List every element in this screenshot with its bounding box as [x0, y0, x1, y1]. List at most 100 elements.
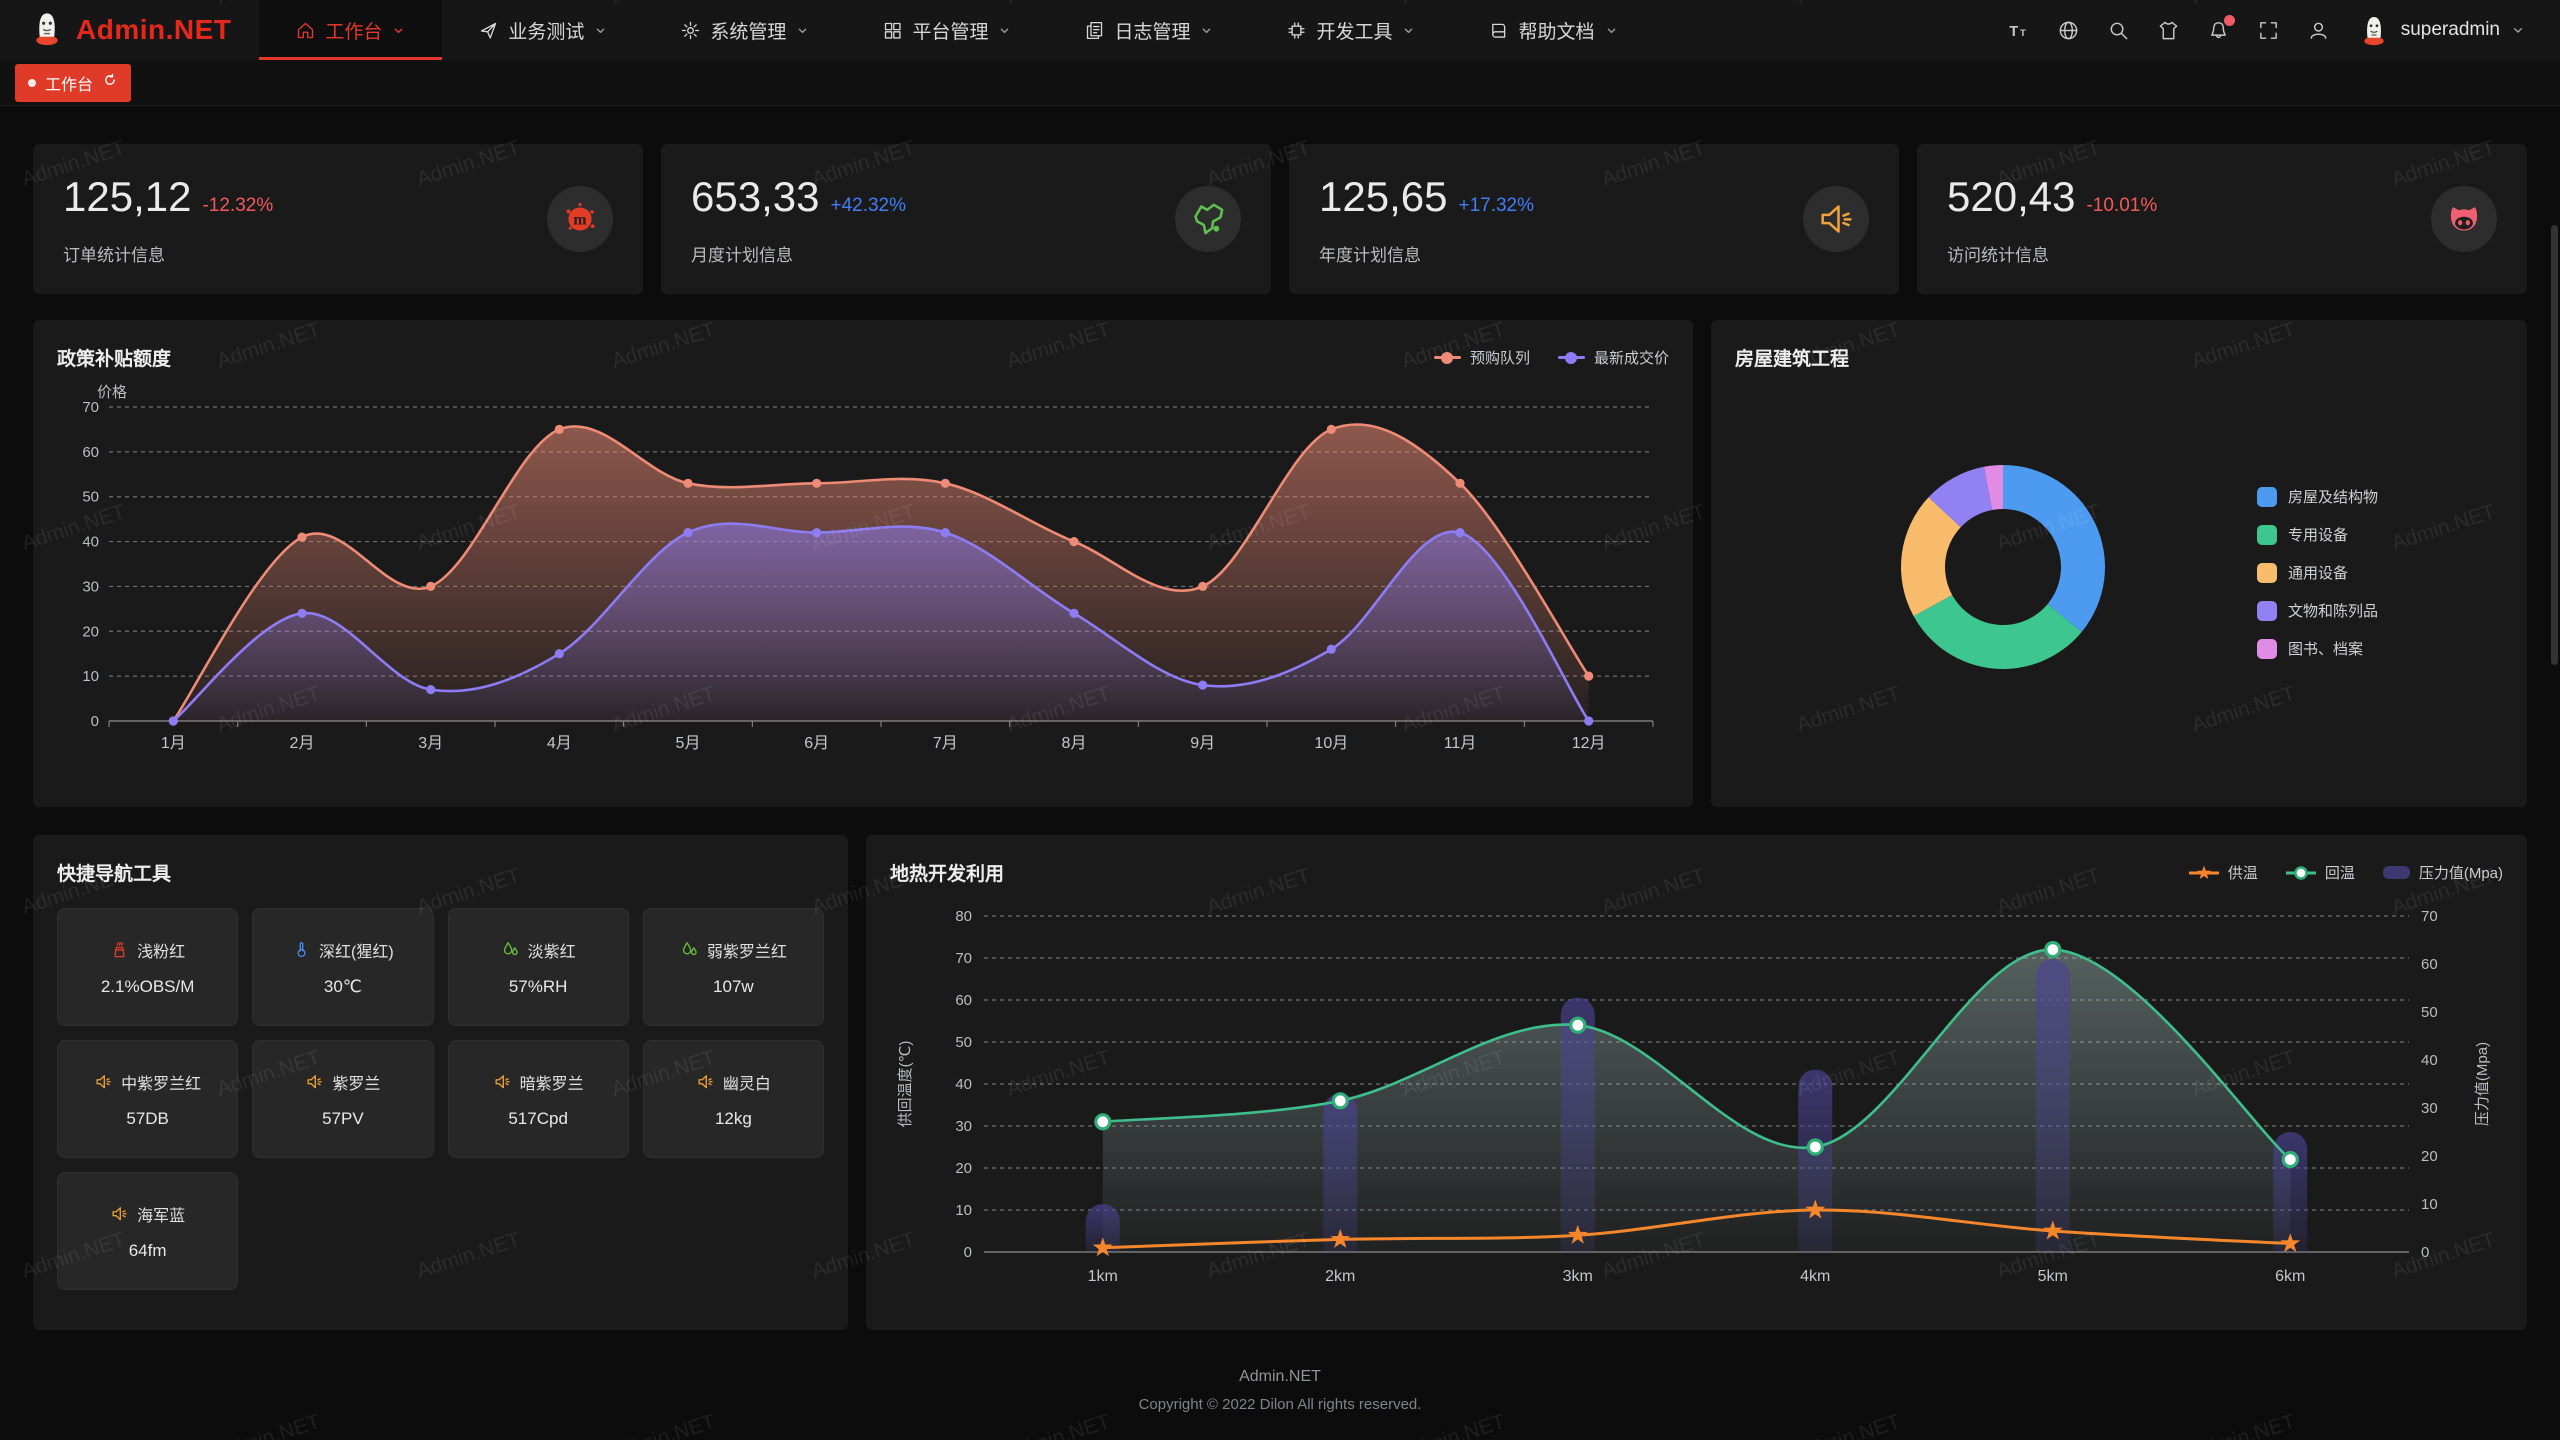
china-map-icon: [1194, 203, 1224, 235]
svg-text:价格: 价格: [97, 384, 127, 401]
doc-icon: [1492, 23, 1506, 38]
mascot-avatar: [36, 12, 58, 45]
donut-slice-0: [2003, 465, 2105, 633]
legend-line-dot-marker: [1557, 351, 1585, 364]
quick-nav-weak-violet-red-button[interactable]: 弱紫罗兰红 107w: [642, 908, 824, 1026]
menu-item-system-manage[interactable]: 系统管理: [644, 0, 846, 60]
svg-text:70: 70: [82, 399, 99, 416]
quick-nav-name: 紫罗兰: [332, 1075, 381, 1093]
svg-text:60: 60: [2421, 956, 2438, 973]
svg-text:40: 40: [955, 1076, 972, 1093]
legend-item-pressure[interactable]: 压力值(Mpa): [2382, 862, 2503, 883]
menu-item-label: 帮助文档: [1518, 21, 1595, 43]
svg-text:T: T: [2020, 27, 2026, 38]
chevron-down-icon: [799, 28, 807, 33]
pressure-bar-2: [1560, 997, 1595, 1252]
svg-text:0: 0: [964, 1244, 972, 1261]
svg-text:30: 30: [955, 1118, 972, 1135]
tab-workbench[interactable]: 工作台: [15, 63, 132, 102]
svg-text:3km: 3km: [1563, 1268, 1593, 1285]
pressure-bar-0: [1085, 1204, 1120, 1252]
quick-nav-medium-violet-red-button[interactable]: 中紫罗兰红 57DB: [57, 1040, 239, 1158]
quick-nav-name: 淡紫红: [527, 943, 576, 961]
legend-bar-marker: [2382, 866, 2410, 879]
watermark-text: Admin.NET: [2188, 1409, 2299, 1440]
svg-text:0: 0: [91, 713, 99, 730]
svg-text:12月: 12月: [1572, 735, 1606, 752]
legend-item-series-0[interactable]: 预购队列: [1433, 347, 1530, 368]
donut-legend-item-1[interactable]: 专用设备: [2257, 524, 2378, 545]
tab-label: 工作台: [45, 76, 94, 94]
legend-line-dot-marker: [1433, 351, 1461, 364]
quick-nav-light-pink-button[interactable]: 浅粉红 2.1%OBS/M: [57, 908, 239, 1026]
quick-nav-value: 64fm: [128, 1240, 167, 1260]
menu-item-log-manage[interactable]: 日志管理: [1048, 0, 1250, 60]
user-menu[interactable]: superadmin: [2357, 13, 2526, 47]
quick-nav-navy-blue-button[interactable]: 海军蓝 64fm: [57, 1172, 239, 1290]
navbar-user-button[interactable]: [2307, 19, 2330, 42]
stat-icon-circle: [1803, 186, 1869, 252]
menu-item-platform-manage[interactable]: 平台管理: [846, 0, 1048, 60]
menu-item-dev-tools[interactable]: 开发工具: [1250, 0, 1452, 60]
legend-item-return-temp[interactable]: 回温: [2285, 862, 2355, 883]
quick-nav-value: 107w: [713, 976, 754, 996]
stat-icon-circle: m: [547, 186, 613, 252]
speaker-icon: [1821, 205, 1852, 233]
stat-card-3[interactable]: 520,43 -10.01% 访问统计信息: [1917, 144, 2527, 294]
navbar-language-button[interactable]: [2057, 19, 2080, 42]
quick-nav-ghost-white-button[interactable]: 幽灵白 12kg: [642, 1040, 824, 1158]
chevron-down-icon: [1607, 28, 1615, 33]
quick-nav-dark-violet-button[interactable]: 暗紫罗兰 517Cpd: [447, 1040, 629, 1158]
donut-legend-item-0[interactable]: 房屋及结构物: [2257, 486, 2378, 507]
scrollbar-thumb[interactable]: [2551, 225, 2558, 665]
quick-nav-value: 30℃: [323, 976, 362, 996]
menu-item-label: 日志管理: [1114, 21, 1191, 43]
menu-item-business-test[interactable]: 业务测试: [442, 0, 644, 60]
svg-text:6km: 6km: [2275, 1268, 2305, 1285]
line-series-0: [172, 423, 1590, 722]
main-content: 125,12 -12.32% 订单统计信息 m 653,33 +42.32% 月度计划信息 1…: [0, 144, 2560, 1413]
donut-legend-item-2[interactable]: 通用设备: [2257, 562, 2378, 583]
watermark-text: Admin.NET: [1793, 1409, 1904, 1440]
stat-card-2[interactable]: 125,65 +17.32% 年度计划信息: [1289, 144, 1899, 294]
geothermal-legend: 供温 回温 压力值(Mpa): [2188, 862, 2503, 883]
navbar-bell-button[interactable]: [2207, 14, 2235, 42]
scrollbar: [2550, 0, 2560, 1440]
quick-nav-crimson-button[interactable]: 深红(猩红) 30℃: [252, 908, 434, 1026]
watermark-text: Admin.NET: [1398, 1409, 1509, 1440]
building-project-title: 房屋建筑工程: [1735, 349, 1850, 370]
svg-text:9月: 9月: [1190, 735, 1215, 752]
geothermal-chart: 10 20 30 40 50 60 70 80 0 0 10 20 30 40 50 60 70 供回温度(℃) 压…: [890, 886, 2503, 1303]
app-logo[interactable]: Admin.NET: [0, 0, 259, 60]
supply-temp-line: [1102, 1208, 2291, 1250]
quick-nav-pale-violet-button[interactable]: 淡紫红 57%RH: [447, 908, 629, 1026]
chevron-down-icon: [1001, 28, 1009, 33]
splash-icon: m: [566, 203, 595, 231]
menu-item-workbench[interactable]: 工作台: [259, 0, 443, 60]
svg-text:60: 60: [82, 444, 99, 461]
navbar-fullscreen-button[interactable]: [2257, 19, 2280, 42]
menu-item-help-docs[interactable]: 帮助文档: [1452, 0, 1654, 60]
donut-slice-2: [1901, 497, 1961, 617]
fullscreen-icon: [2259, 21, 2277, 39]
quick-nav-violet-button[interactable]: 紫罗兰 57PV: [252, 1040, 434, 1158]
refresh-icon[interactable]: [102, 72, 118, 93]
stat-label: 月度计划信息: [691, 245, 793, 265]
navbar-theme-button[interactable]: [2157, 19, 2180, 42]
stat-value: 653,33: [691, 172, 820, 220]
stat-card-0[interactable]: 125,12 -12.32% 订单统计信息 m: [33, 144, 643, 294]
stat-delta: +42.32%: [830, 194, 907, 216]
pressure-bar-1: [1323, 1093, 1358, 1252]
donut-slice-4: [1983, 465, 2003, 511]
donut-legend-item-3[interactable]: 文物和陈列品: [2257, 600, 2378, 621]
donut-legend-item-4[interactable]: 图书、档案: [2257, 638, 2378, 659]
legend-label: 通用设备: [2288, 565, 2349, 582]
legend-item-series-1[interactable]: 最新成交价: [1557, 347, 1669, 368]
quick-nav-name: 深红(猩红): [319, 943, 394, 961]
stat-card-1[interactable]: 653,33 +42.32% 月度计划信息: [661, 144, 1271, 294]
home-icon: [298, 22, 314, 38]
legend-item-supply-temp[interactable]: 供温: [2188, 862, 2258, 883]
navbar-search-button[interactable]: [2107, 19, 2130, 42]
